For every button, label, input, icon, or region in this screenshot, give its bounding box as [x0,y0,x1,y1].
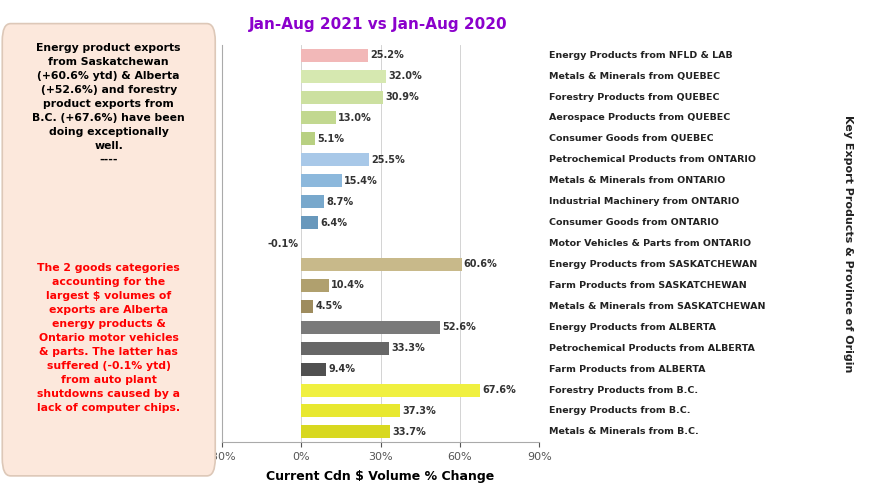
Text: Farm Products from SASKATCHEWAN: Farm Products from SASKATCHEWAN [548,281,746,290]
Bar [301,300,313,313]
Text: Metals & Minerals from SASKATCHEWAN: Metals & Minerals from SASKATCHEWAN [548,302,765,311]
Text: 52.6%: 52.6% [442,322,475,332]
Text: Industrial Machinery from ONTARIO: Industrial Machinery from ONTARIO [548,197,739,206]
Text: Consumer Goods from ONTARIO: Consumer Goods from ONTARIO [548,218,718,227]
Bar [301,132,315,146]
Text: 30.9%: 30.9% [385,92,418,102]
Bar [301,90,382,103]
Text: 9.4%: 9.4% [328,364,355,374]
Text: Jan-Aug 2021 vs Jan-Aug 2020: Jan-Aug 2021 vs Jan-Aug 2020 [249,17,507,32]
Text: 33.3%: 33.3% [391,343,425,353]
Text: 37.3%: 37.3% [401,406,435,416]
Bar [301,195,324,208]
Text: Key Export Products & Province of Origin: Key Export Products & Province of Origin [842,115,852,372]
Text: 25.2%: 25.2% [369,50,403,60]
Text: Forestry Products from B.C.: Forestry Products from B.C. [548,386,697,395]
Text: -0.1%: -0.1% [268,239,299,248]
Text: Forestry Products from QUEBEC: Forestry Products from QUEBEC [548,92,719,101]
Text: 25.5%: 25.5% [370,155,404,165]
Text: Petrochemical Products from ONTARIO: Petrochemical Products from ONTARIO [548,156,755,165]
Text: Farm Products from ALBERTA: Farm Products from ALBERTA [548,365,705,374]
Text: 10.4%: 10.4% [330,280,364,290]
Text: Aerospace Products from QUEBEC: Aerospace Products from QUEBEC [548,113,729,122]
Text: Energy Products from SASKATCHEWAN: Energy Products from SASKATCHEWAN [548,260,756,269]
Text: 32.0%: 32.0% [388,71,421,81]
Text: Energy Products from B.C.: Energy Products from B.C. [548,407,689,415]
Bar [301,363,326,376]
Text: 60.6%: 60.6% [463,259,497,269]
Text: Energy product exports
from Saskatchewan
(+60.6% ytd) & Alberta
(+52.6%) and for: Energy product exports from Saskatchewan… [32,43,185,165]
Bar [301,216,318,229]
Text: Metals & Minerals from B.C.: Metals & Minerals from B.C. [548,427,698,436]
Bar [301,425,390,438]
Bar [301,405,400,417]
Bar [301,70,386,83]
Text: Metals & Minerals from QUEBEC: Metals & Minerals from QUEBEC [548,72,719,81]
Text: Metals & Minerals from ONTARIO: Metals & Minerals from ONTARIO [548,176,724,185]
Text: 8.7%: 8.7% [326,197,353,207]
Text: Energy Products from NFLD & LAB: Energy Products from NFLD & LAB [548,51,732,60]
FancyBboxPatch shape [3,23,215,476]
Bar [301,341,389,355]
Bar [301,384,480,397]
Text: 4.5%: 4.5% [315,301,342,311]
X-axis label: Current Cdn $ Volume % Change: Current Cdn $ Volume % Change [266,470,494,484]
Bar [301,258,461,271]
Text: 15.4%: 15.4% [344,176,377,186]
Bar [301,279,328,292]
Text: 6.4%: 6.4% [320,218,347,228]
Text: Energy Products from ALBERTA: Energy Products from ALBERTA [548,323,715,331]
Bar [301,111,335,124]
Text: 5.1%: 5.1% [316,134,343,144]
Text: Motor Vehicles & Parts from ONTARIO: Motor Vehicles & Parts from ONTARIO [548,239,750,248]
Bar [301,154,368,166]
Text: 33.7%: 33.7% [392,427,426,437]
Bar [301,321,440,333]
Text: The 2 goods categories
accounting for the
largest $ volumes of
exports are Alber: The 2 goods categories accounting for th… [37,263,180,413]
Text: 13.0%: 13.0% [337,113,371,123]
Text: Consumer Goods from QUEBEC: Consumer Goods from QUEBEC [548,134,713,144]
Text: Petrochemical Products from ALBERTA: Petrochemical Products from ALBERTA [548,343,753,353]
Bar [301,174,342,187]
Bar [301,49,368,62]
Text: 67.6%: 67.6% [481,385,515,395]
